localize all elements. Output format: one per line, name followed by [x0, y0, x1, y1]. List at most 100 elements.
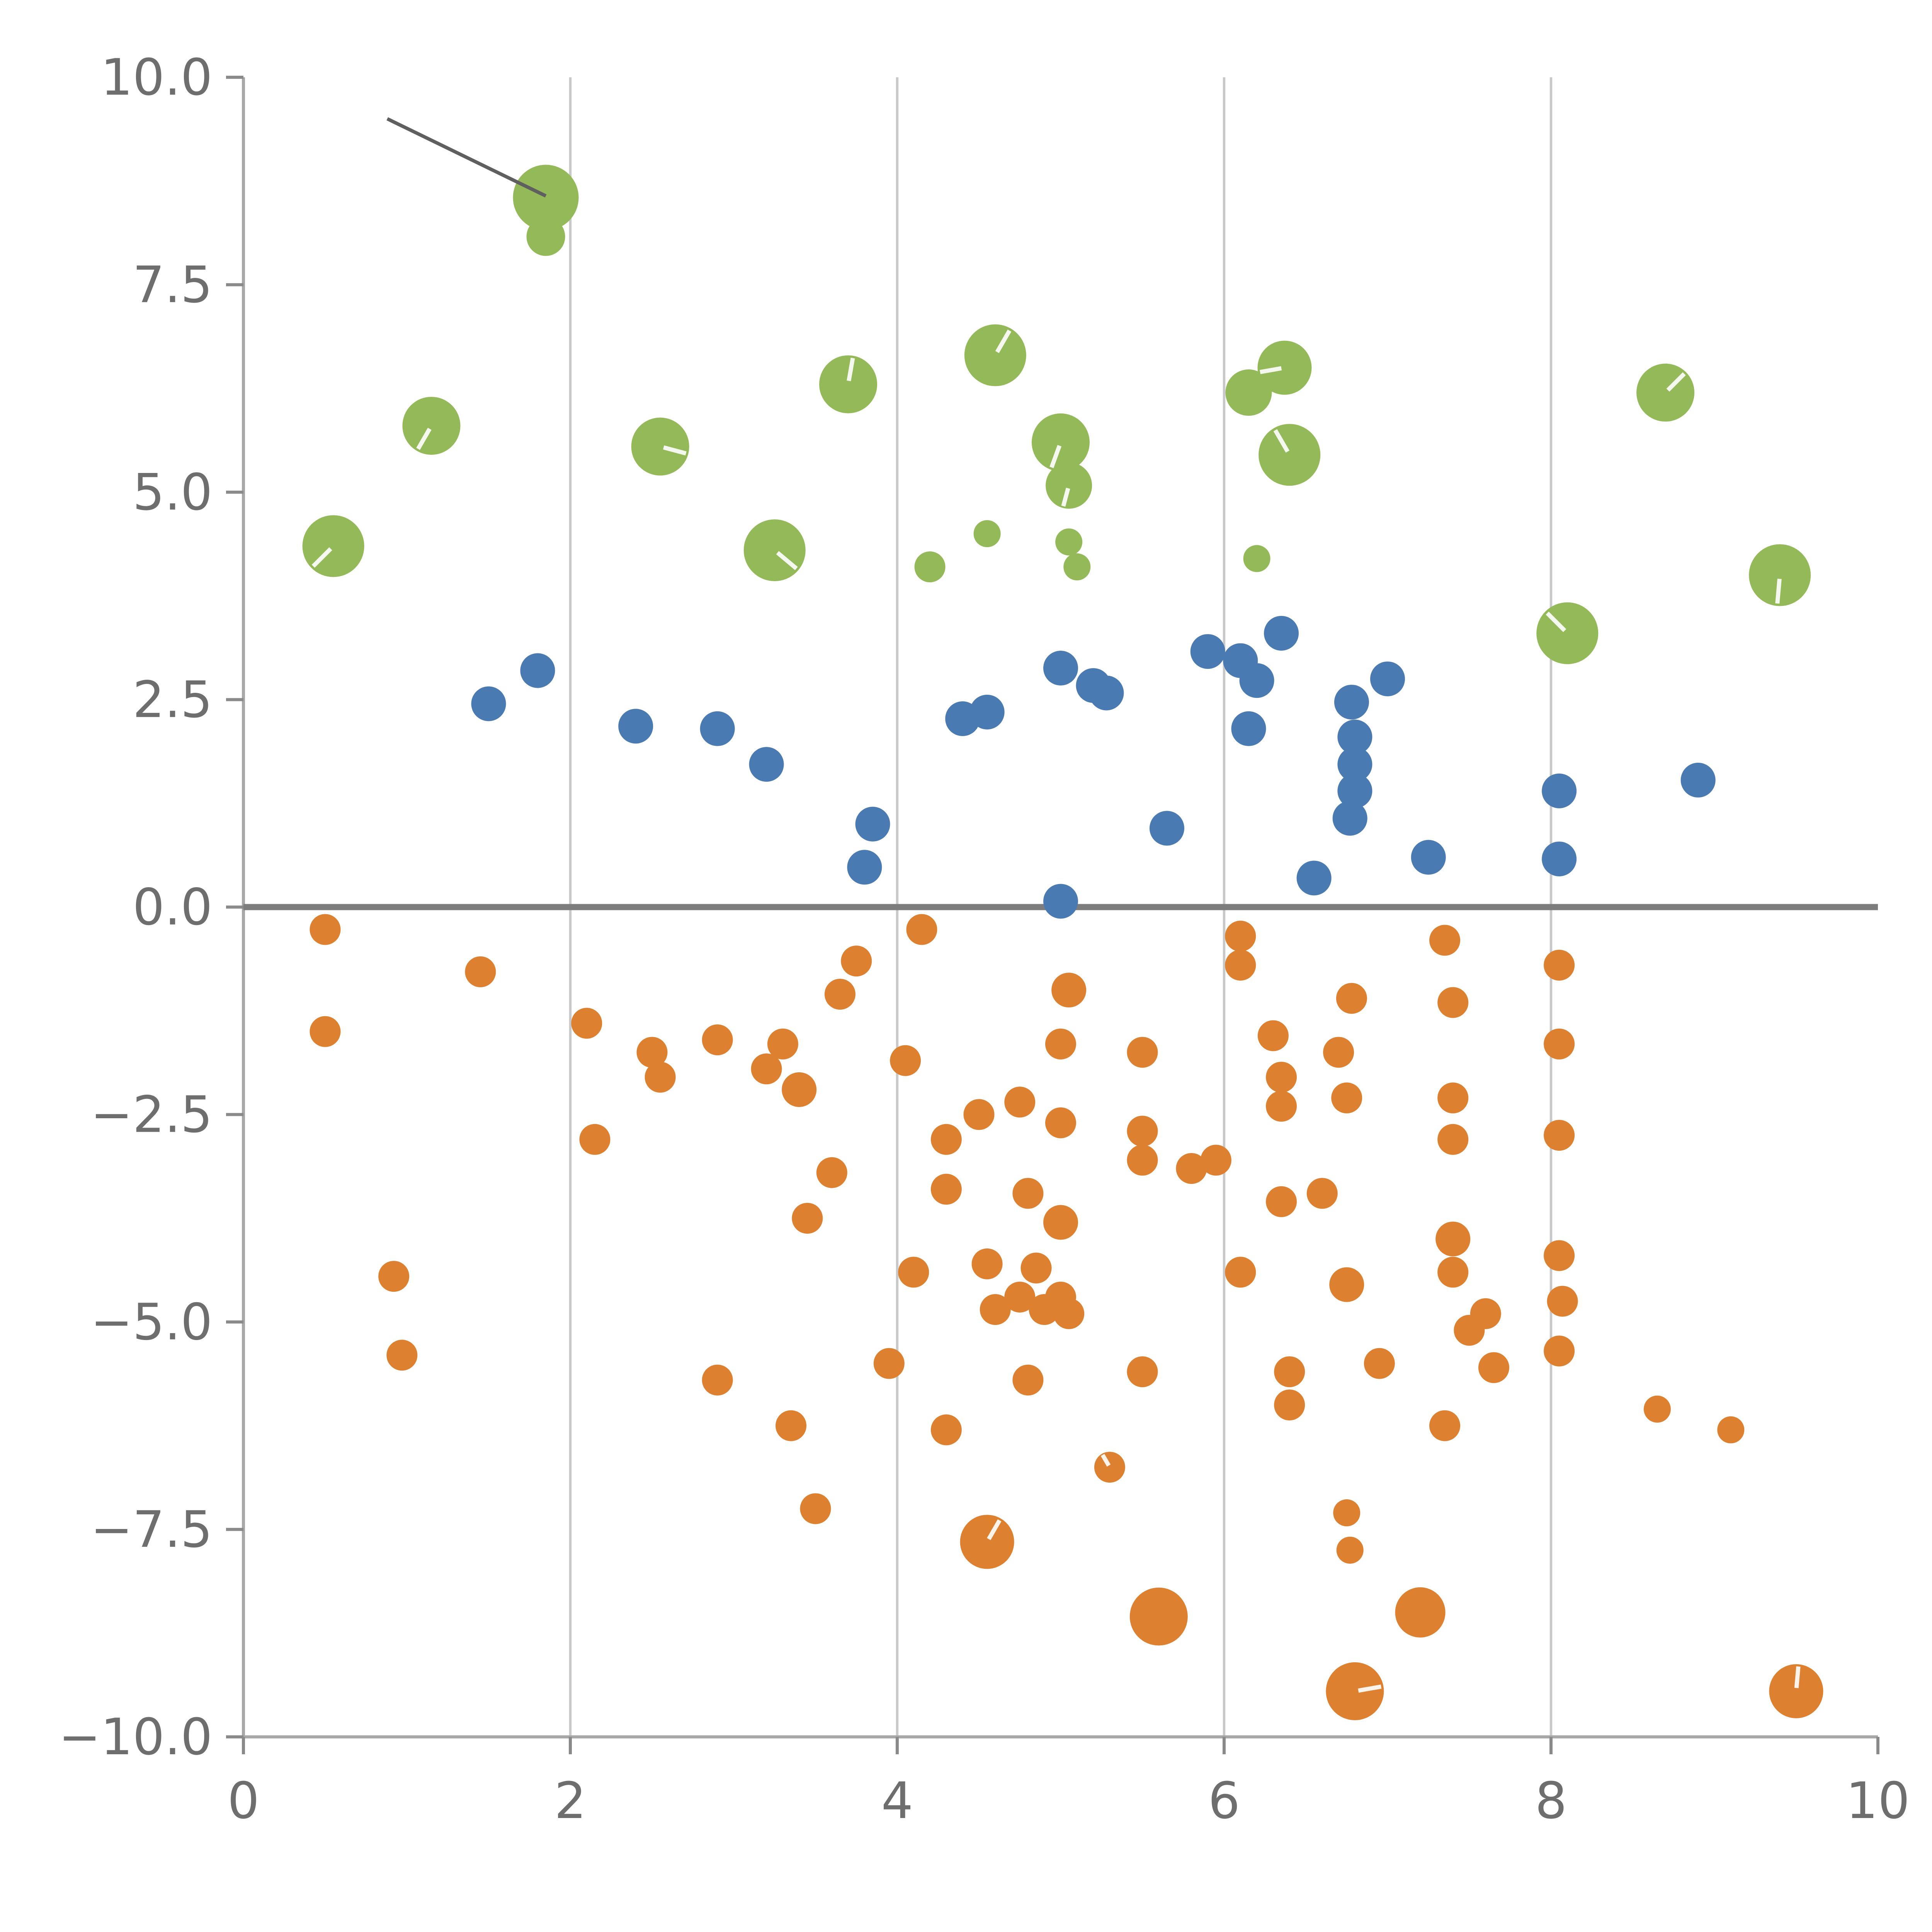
point-orange: [386, 1340, 418, 1371]
point-orange: [1437, 1082, 1469, 1114]
point-tick-mark: [1775, 578, 1782, 604]
point-orange: [1437, 1124, 1469, 1155]
point-blue: [471, 686, 506, 721]
point-orange: [841, 946, 872, 977]
point-orange: [636, 1037, 668, 1068]
point-blue: [1043, 651, 1078, 686]
x-axis-tick-label: 4: [881, 1771, 913, 1830]
point-orange: [1336, 983, 1367, 1014]
point-orange: [1547, 1286, 1578, 1317]
point-tick-mark: [1260, 366, 1282, 374]
point-orange: [1329, 1267, 1364, 1302]
point-orange: [465, 956, 496, 988]
point-orange: [1012, 1178, 1044, 1209]
point-orange: [930, 1414, 962, 1446]
point-blue: [969, 694, 1005, 730]
point-orange: [1045, 1107, 1076, 1138]
point-tick-mark: [1358, 1684, 1382, 1693]
point-green: [1243, 545, 1270, 572]
point-green: [743, 519, 806, 582]
point-orange: [1717, 1416, 1745, 1444]
point-orange: [890, 1045, 921, 1076]
point-orange: [1266, 1186, 1297, 1217]
point-orange: [1544, 949, 1575, 981]
point-orange: [1331, 1082, 1362, 1114]
point-orange: [1544, 1028, 1575, 1060]
point-tick-mark: [776, 551, 798, 570]
point-orange: [971, 1248, 1003, 1279]
point-orange: [782, 1072, 817, 1107]
point-green: [964, 324, 1026, 386]
point-orange: [1306, 1178, 1338, 1209]
point-orange: [963, 1099, 995, 1130]
point-green: [631, 417, 689, 476]
point-green: [1046, 462, 1092, 509]
point-orange: [1051, 973, 1087, 1008]
point-orange: [1266, 1090, 1297, 1122]
point-orange: [378, 1261, 410, 1292]
point-blue: [1231, 711, 1266, 746]
point-orange: [1429, 1410, 1461, 1441]
point-orange: [702, 1024, 733, 1056]
point-tick-mark: [663, 445, 687, 456]
y-axis-tick-label: 5.0: [133, 463, 213, 522]
point-orange: [1326, 1662, 1384, 1720]
point-orange: [1435, 1221, 1471, 1257]
point-orange: [1257, 1020, 1289, 1051]
point-orange: [816, 1157, 847, 1188]
point-blue: [1542, 773, 1577, 808]
point-blue: [1337, 719, 1372, 755]
y-axis-tick-label: 7.5: [133, 255, 213, 314]
y-axis-tick-label: 0.0: [133, 878, 213, 937]
point-green: [302, 515, 364, 577]
point-tick-mark: [1273, 429, 1290, 453]
point-orange: [1336, 1536, 1364, 1564]
point-blue: [1332, 801, 1367, 836]
point-green: [1749, 544, 1811, 606]
point-blue: [1370, 661, 1405, 696]
point-orange: [1129, 1587, 1188, 1646]
point-green: [1536, 602, 1599, 664]
point-tick-mark: [416, 427, 432, 450]
point-blue: [1337, 747, 1372, 782]
point-tick-mark: [1794, 1666, 1801, 1688]
point-orange: [792, 1202, 823, 1234]
point-orange: [1364, 1348, 1395, 1379]
point-orange: [800, 1493, 831, 1524]
point-blue: [1089, 675, 1124, 711]
point-blue: [1542, 841, 1577, 876]
point-orange: [930, 1173, 962, 1205]
point-tick-mark: [1546, 611, 1566, 632]
point-green: [1257, 340, 1312, 395]
point-blue: [1680, 762, 1716, 798]
point-orange: [702, 1364, 733, 1396]
point-orange: [310, 914, 341, 945]
point-green: [1032, 413, 1090, 471]
point-blue: [749, 747, 784, 782]
y-axis-tick-label: −2.5: [90, 1085, 213, 1144]
point-orange: [1274, 1389, 1305, 1420]
point-orange: [1544, 1335, 1575, 1367]
point-blue: [1334, 685, 1369, 720]
point-orange: [906, 914, 937, 945]
y-axis-tick-label: 10.0: [101, 48, 213, 107]
point-blue: [1239, 663, 1274, 698]
point-green: [402, 396, 461, 455]
point-orange: [1012, 1364, 1044, 1396]
point-orange: [1004, 1281, 1036, 1313]
point-blue: [1264, 616, 1299, 651]
annotation-line: [386, 117, 547, 198]
point-orange: [1127, 1037, 1158, 1068]
point-orange: [1333, 1499, 1361, 1527]
point-blue: [1296, 861, 1332, 896]
point-blue: [1043, 884, 1078, 919]
x-axis-tick-label: 10: [1846, 1771, 1910, 1830]
point-orange: [1323, 1037, 1354, 1068]
point-tick-mark: [987, 1519, 1002, 1540]
x-axis-tick-label: 2: [554, 1771, 587, 1830]
point-orange: [1478, 1352, 1509, 1383]
point-orange: [579, 1124, 611, 1155]
point-orange: [1395, 1587, 1446, 1638]
point-tick-mark: [1061, 488, 1070, 507]
point-orange: [1127, 1116, 1158, 1147]
